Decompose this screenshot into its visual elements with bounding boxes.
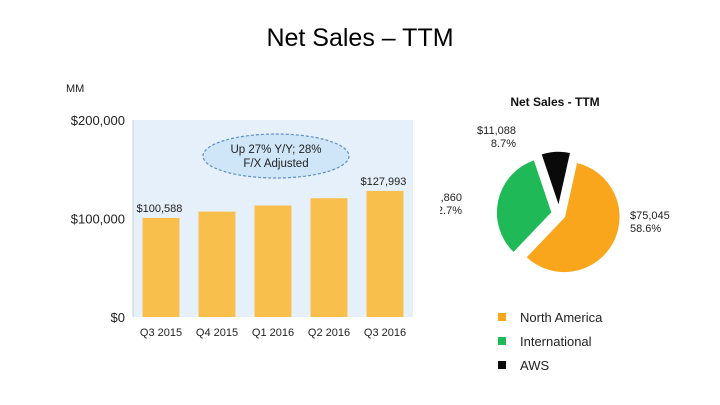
pie-title: Net Sales - TTM <box>510 95 599 109</box>
pie-slice <box>524 161 621 274</box>
annotation-text: F/X Adjusted <box>243 158 308 170</box>
annotation-text: Up 27% Y/Y; 28% <box>230 144 321 156</box>
bar <box>366 190 404 317</box>
legend-swatch <box>498 313 506 321</box>
legend-item-aws: AWS <box>498 353 602 377</box>
units-label: MM <box>66 83 84 95</box>
slice-percent-label: 8.7% <box>491 138 516 150</box>
y-tick-label: $0 <box>111 310 125 325</box>
legend-swatch <box>498 361 506 369</box>
bar <box>254 205 292 317</box>
x-tick-label: Q3 2015 <box>140 327 182 339</box>
x-tick-label: Q4 2015 <box>196 327 238 339</box>
pie-slice <box>495 158 554 255</box>
legend-label: International <box>520 333 592 349</box>
legend-label: North America <box>520 309 603 325</box>
bar <box>142 217 180 317</box>
page-title: Net Sales – TTM <box>266 24 454 52</box>
legend-label: AWS <box>520 357 550 373</box>
x-tick-label: Q2 2016 <box>308 327 350 339</box>
bar-chart: MM $0 $100,000 $200,000 $100,588 $127,993 Q… <box>66 83 413 339</box>
slice-percent-label: 58.6% <box>630 223 661 235</box>
legend-item-international: International <box>498 329 602 353</box>
annotation-callout: Up 27% Y/Y; 28% F/X Adjusted <box>202 133 350 179</box>
slice-value-label: $41,860 <box>440 192 462 204</box>
bar <box>198 211 236 317</box>
y-tick-label: $100,000 <box>71 212 125 227</box>
legend-item-north-america: North America <box>498 305 602 329</box>
bar-data-label: $100,588 <box>137 203 183 215</box>
slice-value-label: $75,045 <box>630 210 670 222</box>
pie-slice <box>539 150 572 210</box>
y-tick-label: $200,000 <box>71 113 125 128</box>
callout-ellipse <box>202 133 350 179</box>
x-tick-label: Q3 2016 <box>364 327 406 339</box>
pie-legend: North America International AWS <box>498 305 602 377</box>
x-tick-label: Q1 2016 <box>252 327 294 339</box>
bar <box>310 198 348 317</box>
bar-data-label: $127,993 <box>361 176 407 188</box>
slice-value-label: $11,088 <box>477 125 516 137</box>
slice-percent-label: 32.7% <box>440 205 462 217</box>
legend-swatch <box>498 337 506 345</box>
